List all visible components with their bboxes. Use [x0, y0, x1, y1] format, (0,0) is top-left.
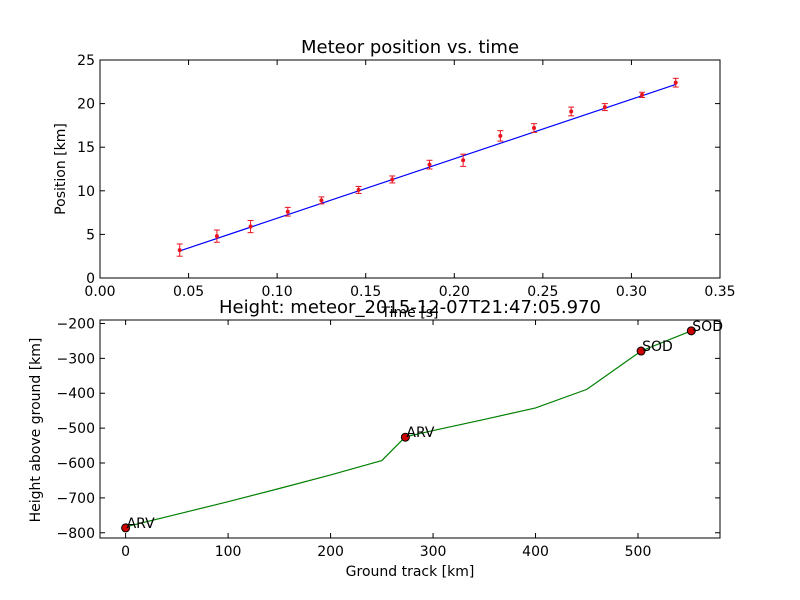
- height-groundtrack-ytick-label: −800: [57, 526, 95, 542]
- data-point: [214, 234, 219, 239]
- station-marker: [400, 432, 410, 442]
- position-time-xlabel: Time [s]: [381, 305, 439, 321]
- position-time-xtick-label: 0.15: [350, 284, 381, 300]
- height-groundtrack-xtick-label: 500: [625, 544, 652, 560]
- station-label: ARV: [406, 425, 435, 441]
- station-marker: [121, 523, 131, 533]
- data-point: [673, 80, 678, 85]
- position-time-ytick-label: 5: [86, 227, 95, 243]
- height-groundtrack-xtick-label: 0: [121, 544, 130, 560]
- height-groundtrack-ytick-label: −200: [57, 316, 95, 332]
- height-groundtrack-ytick-label: −700: [57, 491, 95, 507]
- position-time-ylabel: Position [km]: [53, 123, 69, 215]
- station-label: ARV: [127, 516, 156, 532]
- position-time-xtick-label: 0.35: [704, 284, 735, 300]
- data-point: [285, 209, 290, 214]
- height-groundtrack-xtick-label: 100: [215, 544, 242, 560]
- data-point: [569, 109, 574, 114]
- position-time-chart: 0.00 0.05 0.10 0.15 0.20 0.25 0.30 0.35 0 5 10 15 20…: [53, 37, 736, 321]
- height-groundtrack-xtick-label: 200: [317, 544, 344, 560]
- position-time-xtick-label: 0.30: [616, 284, 647, 300]
- data-point: [498, 133, 503, 138]
- height-groundtrack-marks: ARV ARV SOD SOD: [121, 319, 723, 533]
- station-marker: [636, 346, 646, 356]
- data-point: [319, 198, 324, 203]
- data-point: [390, 177, 395, 182]
- height-groundtrack-chart: ARV ARV SOD SOD 0 100 200 300 400 500 −800 −700 −60…: [28, 297, 723, 580]
- position-time-xtick-label: 0.20: [439, 284, 470, 300]
- position-time-axes-frame: [99, 59, 721, 279]
- position-time-marks: [176, 77, 679, 257]
- height-groundtrack-ticks: 0 100 200 300 400 500 −800 −700 −600 −500 −400 −300…: [57, 316, 720, 560]
- station-marker: [686, 326, 696, 336]
- data-point: [356, 187, 361, 192]
- data-point: [640, 92, 645, 97]
- position-time-xtick-label: 0.05: [173, 284, 204, 300]
- data-point: [248, 224, 253, 229]
- position-time-title: Meteor position vs. time: [301, 37, 519, 58]
- station-label: SOD: [692, 319, 723, 335]
- height-groundtrack-xtick-label: 300: [420, 544, 447, 560]
- position-time-xtick-label: 0.10: [262, 284, 293, 300]
- height-groundtrack-ytick-label: −300: [57, 351, 95, 367]
- height-groundtrack-axes-frame: [99, 319, 721, 539]
- height-groundtrack-ytick-label: −500: [57, 421, 95, 437]
- station-label: SOD: [642, 339, 673, 355]
- fit-line: [179, 83, 676, 252]
- height-groundtrack-xtick-label: 400: [522, 544, 549, 560]
- data-point: [602, 105, 607, 110]
- height-groundtrack-ytick-label: −400: [57, 386, 95, 402]
- position-time-ytick-label: 15: [77, 140, 95, 156]
- position-time-ytick-label: 25: [77, 53, 95, 69]
- position-time-ticks: 0.00 0.05 0.10 0.15 0.20 0.25 0.30 0.35 0 5 10 15 20…: [77, 53, 735, 300]
- position-time-xtick-label: 0.25: [527, 284, 558, 300]
- position-time-ytick-label: 20: [77, 97, 95, 113]
- position-time-xtick-label: 0.00: [84, 284, 115, 300]
- data-point: [461, 158, 466, 163]
- position-time-ytick-label: 10: [77, 184, 95, 200]
- height-groundtrack-ylabel: Height above ground [km]: [28, 338, 44, 523]
- data-point: [532, 126, 536, 131]
- height-groundtrack-ytick-label: −600: [57, 456, 95, 472]
- data-point: [177, 248, 182, 253]
- height-groundtrack-title: Height: meteor_2015-12-07T21:47:05.970: [219, 297, 601, 318]
- data-point: [427, 162, 432, 167]
- height-groundtrack-xlabel: Ground track [km]: [346, 564, 475, 580]
- position-time-ytick-label: 0: [86, 271, 95, 287]
